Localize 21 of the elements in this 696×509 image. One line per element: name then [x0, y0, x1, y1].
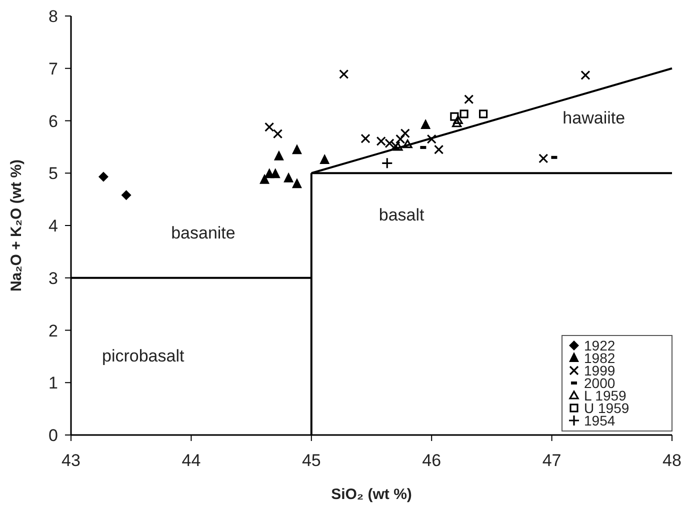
y-tick-label: 5 [48, 164, 58, 184]
y-tick-label: 3 [48, 268, 58, 288]
annotation: picrobasalt [102, 346, 184, 366]
x-tick-label: 47 [542, 451, 562, 470]
x-tick-label: 44 [182, 451, 201, 470]
annotation: basalt [378, 205, 425, 224]
y-tick-label: 2 [48, 321, 58, 340]
x-tick-label: 46 [422, 451, 442, 470]
y-tick-label: 1 [48, 374, 58, 393]
x-tick-label: 45 [302, 451, 321, 470]
y-tick-label: 7 [48, 59, 58, 78]
x-axis-title: SiO₂ (wt %) [331, 486, 412, 503]
x-tick-label: 48 [662, 451, 682, 470]
y-tick-label: 0 [48, 426, 58, 445]
y-axis-title: Na₂O + K₂O (wt %) [8, 159, 25, 292]
annotation: hawaiite [562, 108, 626, 128]
y-tick-label: 4 [48, 216, 58, 236]
annotation: basanite [171, 224, 236, 243]
y-tick-label: 6 [48, 112, 58, 131]
y-tick-label: 8 [48, 7, 58, 26]
x-tick-label: 43 [62, 451, 80, 470]
